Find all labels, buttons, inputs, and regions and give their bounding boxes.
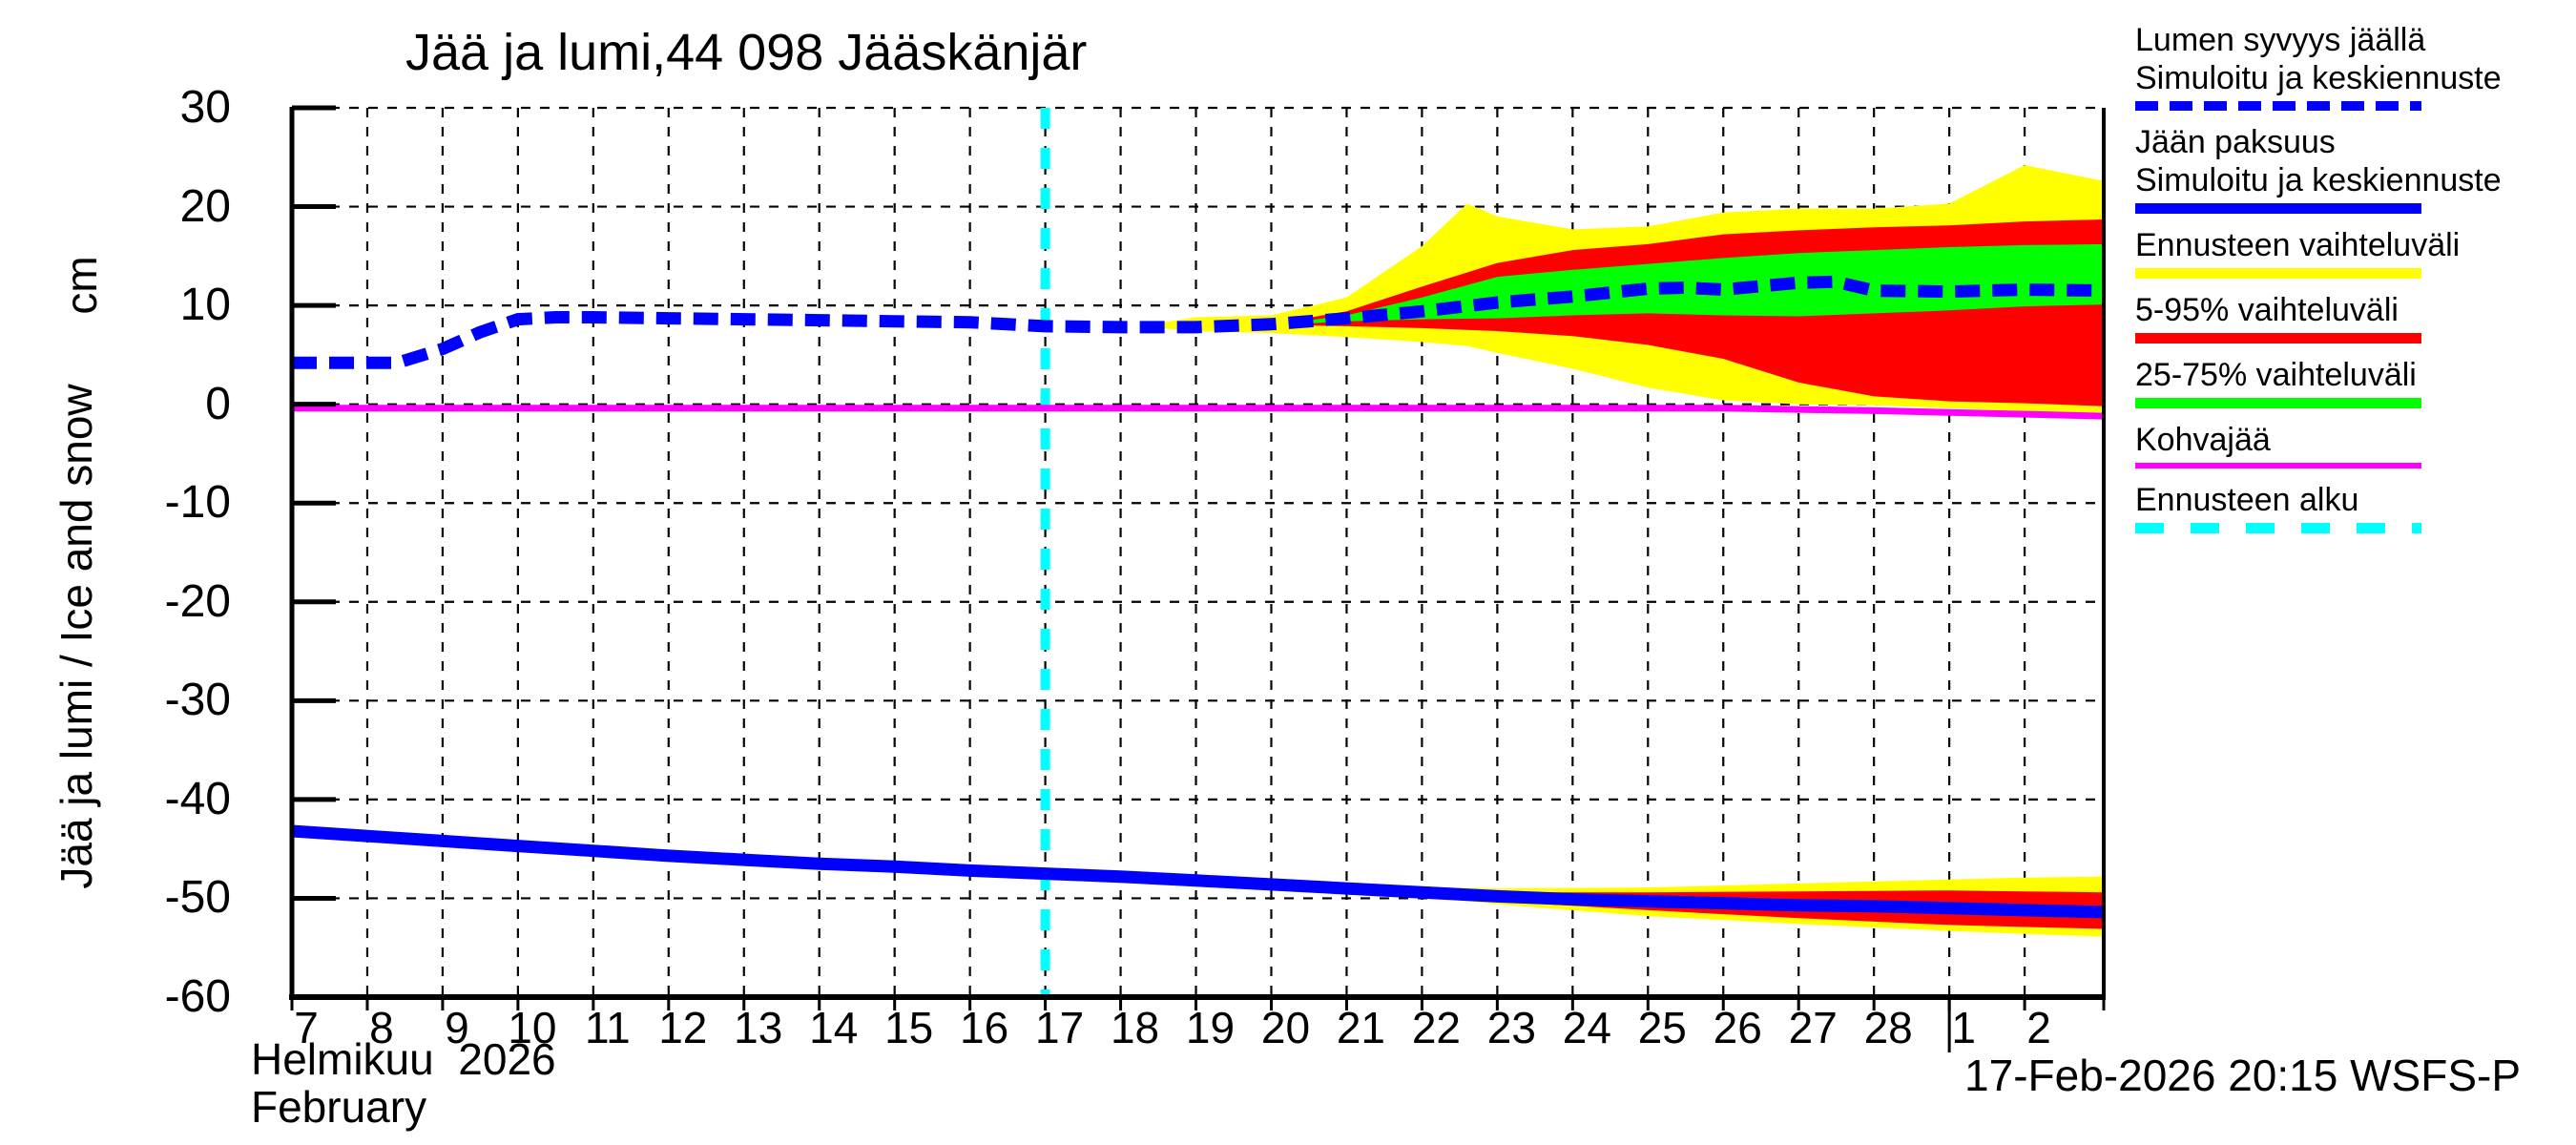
x-tick-label: 1 <box>1951 1003 1976 1052</box>
x-tick-label: 7 <box>294 1003 319 1052</box>
x-tick-label: 8 <box>369 1003 394 1052</box>
x-tick-label: 12 <box>658 1003 708 1052</box>
legend-item-snow-depth-on-ice: Lumen syvyys jäällä Simuloitu ja keskienn… <box>2135 21 2565 111</box>
x-tick-label: 13 <box>734 1003 783 1052</box>
legend-item-forecast-range: Ennusteen vaihteluväli <box>2135 226 2565 279</box>
legend-label: 5-95% vaihteluväli <box>2135 292 2399 328</box>
x-tick-label: 26 <box>1713 1003 1762 1052</box>
x-axis-month-label-fi: Helmikuu 2026 <box>251 1034 556 1084</box>
legend-label: Ennusteen vaihteluväli <box>2135 227 2461 263</box>
legend-item-range-25-75: 25-75% vaihteluväli <box>2135 356 2565 408</box>
legend-label: Lumen syvyys jäällä <box>2135 22 2426 58</box>
legend-label: 25-75% vaihteluväli <box>2135 357 2417 393</box>
y-tick-label: -10 <box>164 477 231 529</box>
y-tick-label: 20 <box>179 180 231 232</box>
legend-swatch-range-25-75 <box>2135 398 2421 408</box>
chart-timestamp: 17-Feb-2026 20:15 WSFS-P <box>1964 1051 2521 1100</box>
legend-label: Jään paksuus <box>2135 124 2336 160</box>
ice-thickness-median-line <box>291 824 2105 919</box>
x-tick-label: 25 <box>1637 1003 1687 1052</box>
y-tick-label: -40 <box>164 773 231 824</box>
legend-item-range-5-95: 5-95% vaihteluväli <box>2135 291 2565 344</box>
y-axis-label: Jää ja lumi / Ice and snow <box>52 384 101 889</box>
x-tick-label: 23 <box>1486 1003 1536 1052</box>
x-tick-label: 18 <box>1110 1003 1160 1052</box>
legend-swatch-forecast-start <box>2135 523 2421 533</box>
legend-label: Kohvajää <box>2135 422 2271 458</box>
legend-swatch-range-5-95 <box>2135 333 2421 344</box>
x-tick-label: 9 <box>445 1003 469 1052</box>
legend-item-kohvajaa: Kohvajää <box>2135 421 2565 468</box>
legend-swatch-snow-depth-on-ice <box>2135 101 2421 111</box>
snow-depth-median-line <box>292 275 2105 369</box>
x-tick-label: 16 <box>960 1003 1009 1052</box>
x-tick-label: 19 <box>1185 1003 1236 1052</box>
kohvajaa-line <box>292 405 2105 420</box>
x-tick-label: 2 <box>2026 1003 2051 1052</box>
y-tick-label: -50 <box>164 872 231 924</box>
x-tick-label: 22 <box>1411 1003 1461 1052</box>
legend-item-ice-thickness: Jään paksuus Simuloitu ja keskiennuste <box>2135 123 2565 214</box>
legend-label: Ennusteen alku <box>2135 482 2359 518</box>
x-tick-label: 20 <box>1260 1003 1311 1052</box>
x-tick-label: 21 <box>1336 1003 1386 1052</box>
chart-title: Jää ja lumi,44 098 Jääskänjär <box>405 24 1088 81</box>
legend-swatch-kohvajaa <box>2135 463 2421 468</box>
x-tick-label: 15 <box>884 1003 934 1052</box>
y-tick-label: 0 <box>205 378 231 429</box>
x-tick-label: 27 <box>1788 1003 1838 1052</box>
x-tick-label: 28 <box>1863 1003 1913 1052</box>
y-tick-label: -60 <box>164 971 231 1022</box>
x-tick-label: 14 <box>809 1003 859 1052</box>
y-tick-label: -30 <box>164 675 231 726</box>
legend-swatch-ice-thickness <box>2135 203 2421 214</box>
y-tick-label: 30 <box>179 82 231 133</box>
y-tick-label: 10 <box>179 280 231 331</box>
x-tick-label: 24 <box>1562 1003 1611 1052</box>
x-axis-month-label-en: February <box>251 1082 427 1132</box>
legend-swatch-forecast-range <box>2135 268 2421 279</box>
x-tick-label: 10 <box>508 1003 557 1052</box>
x-tick-label: 11 <box>584 1003 631 1052</box>
legend: Lumen syvyys jäällä Simuloitu ja keskienn… <box>2135 21 2565 546</box>
x-tick-label: 17 <box>1035 1003 1085 1052</box>
legend-label: Simuloitu ja keskiennuste <box>2135 60 2502 96</box>
legend-item-forecast-start: Ennusteen alku <box>2135 481 2565 533</box>
legend-label: Simuloitu ja keskiennuste <box>2135 162 2502 198</box>
y-tick-label: -20 <box>164 575 231 627</box>
